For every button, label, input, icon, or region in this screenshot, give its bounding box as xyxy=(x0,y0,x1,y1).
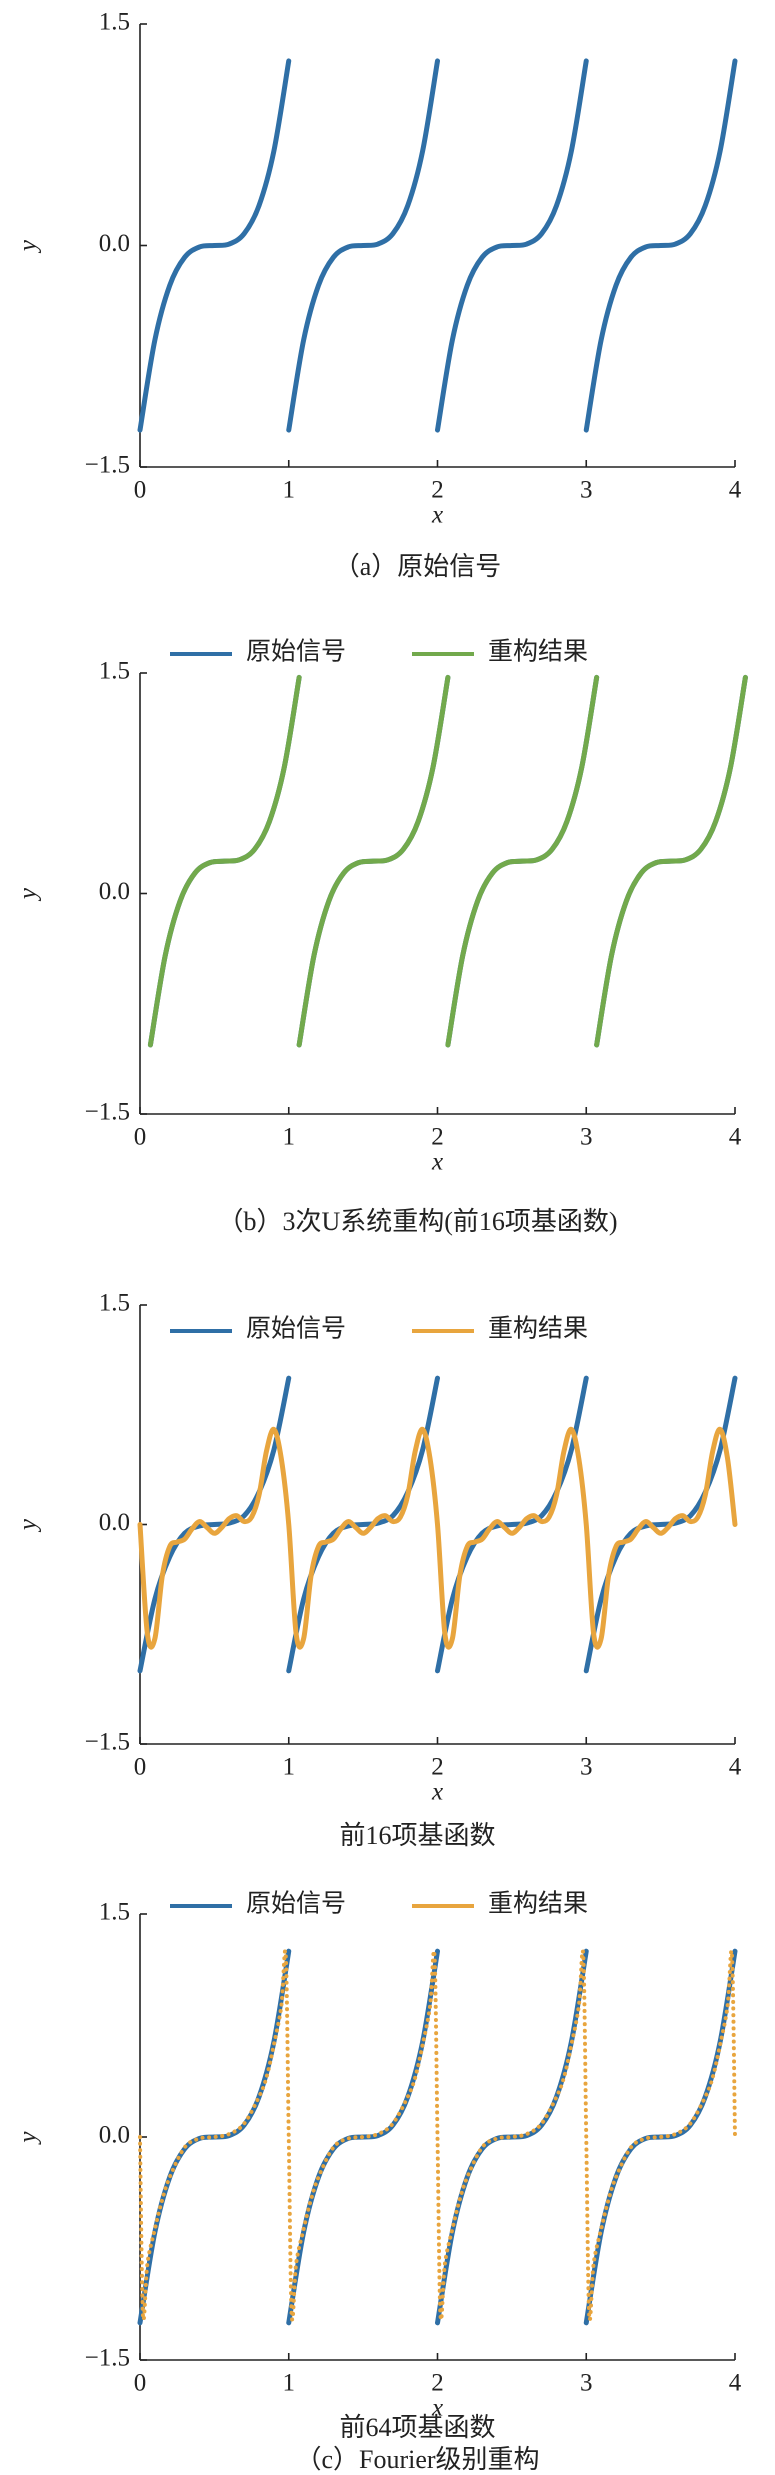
x-tick-label: 0 xyxy=(134,477,147,504)
legend-label: 重构结果 xyxy=(488,638,588,666)
y-tick-label: 1.5 xyxy=(99,658,130,685)
x-tick-label: 2 xyxy=(431,1124,444,1151)
x-axis-label: x xyxy=(431,502,443,529)
caption: （a）原始信号 xyxy=(334,552,502,581)
legend-label: 原始信号 xyxy=(246,638,346,666)
series-line xyxy=(137,1375,738,1674)
y-tick-label: 0.0 xyxy=(99,230,130,257)
caption: （c）Fourier级别重构 xyxy=(295,2445,539,2474)
series-line xyxy=(137,1426,738,1650)
x-tick-label: 3 xyxy=(580,477,593,504)
y-axis-label: y xyxy=(15,1518,42,1533)
y-tick-label: 1.5 xyxy=(99,1899,130,1926)
legend-label: 重构结果 xyxy=(488,1315,588,1343)
x-tick-label: 4 xyxy=(729,1754,742,1781)
x-tick-label: 3 xyxy=(580,1754,593,1781)
y-tick-label: 1.5 xyxy=(99,1290,130,1317)
x-tick-label: 4 xyxy=(729,2370,742,2397)
y-tick-label: 0.0 xyxy=(99,2122,130,2149)
caption: 前16项基函数 xyxy=(339,1821,495,1850)
x-axis-label: x xyxy=(431,1779,443,1806)
y-axis-label: y xyxy=(15,239,42,254)
series-line xyxy=(138,1949,737,2322)
x-axis-label: x xyxy=(431,1149,443,1176)
x-tick-label: 2 xyxy=(431,477,444,504)
y-tick-label: 0.0 xyxy=(99,1509,130,1536)
y-axis-label: y xyxy=(15,887,42,902)
legend-label: 原始信号 xyxy=(246,1315,346,1343)
x-tick-label: 4 xyxy=(729,477,742,504)
caption: 前64项基函数 xyxy=(339,2413,495,2442)
y-axis-label: y xyxy=(15,2131,42,2146)
x-tick-label: 3 xyxy=(580,2370,593,2397)
x-tick-label: 1 xyxy=(283,1754,296,1781)
y-tick-label: 1.5 xyxy=(99,9,130,36)
x-tick-label: 1 xyxy=(283,477,296,504)
caption: （b）3次U系统重构(前16项基函数) xyxy=(217,1207,617,1236)
chart: −1.5 0.0 1.5 0 1 2 3 4 x y 原始信号 重构结果 （b）3次U系统重构(前16项… xyxy=(15,638,748,1236)
legend-label: 原始信号 xyxy=(246,1890,346,1918)
chart: −1.5 0.0 1.5 0 1 2 3 4 x y （a）原始信号 xyxy=(15,9,742,581)
legend-label: 重构结果 xyxy=(488,1890,588,1918)
x-tick-label: 3 xyxy=(580,1124,593,1151)
series-line xyxy=(147,674,748,1048)
y-tick-label: −1.5 xyxy=(85,1729,130,1756)
y-tick-label: −1.5 xyxy=(85,1099,130,1126)
series-line xyxy=(137,58,738,433)
x-tick-label: 4 xyxy=(729,1124,742,1151)
x-tick-label: 1 xyxy=(283,1124,296,1151)
y-tick-label: 0.0 xyxy=(99,878,130,905)
x-tick-label: 2 xyxy=(431,2370,444,2397)
x-tick-label: 0 xyxy=(134,1124,147,1151)
x-tick-label: 0 xyxy=(134,1754,147,1781)
x-tick-label: 2 xyxy=(431,1754,444,1781)
x-axis-label: x xyxy=(431,2395,443,2422)
x-tick-label: 1 xyxy=(283,2370,296,2397)
y-tick-label: −1.5 xyxy=(85,452,130,479)
y-tick-label: −1.5 xyxy=(85,2345,130,2372)
x-tick-label: 0 xyxy=(134,2370,147,2397)
